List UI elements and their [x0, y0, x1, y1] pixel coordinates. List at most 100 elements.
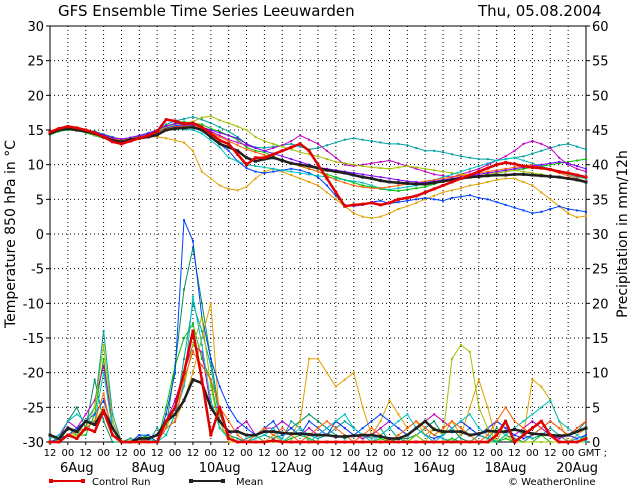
temperature-member-point-2-30 [317, 147, 319, 150]
precipitation-member-point-18-16 [191, 239, 194, 242]
temperature-member-point-6-22 [245, 167, 248, 170]
precipitation-control-point-12-1 [57, 440, 61, 444]
temperature-mean-point-0-8 [119, 140, 123, 144]
temperature-mean-point-0-18 [209, 135, 213, 139]
precipitation-mean-point-11-19 [218, 419, 222, 423]
temperature-control-point-1-25 [271, 152, 275, 156]
precipitation-member-point-17-22 [245, 420, 248, 423]
precipitation-member-point-14-7 [111, 413, 114, 416]
temperature-member-point-5-30 [317, 142, 319, 145]
precipitation-member-point-15-4 [84, 434, 87, 437]
precipitation-mean-point-11-12 [155, 433, 159, 437]
precipitation-member-point-20-25 [272, 427, 275, 430]
precipitation-control-point-12-20 [227, 437, 231, 441]
precipitation-control-point-12-48 [477, 440, 481, 444]
temperature-member-point-7-22 [245, 129, 248, 131]
precipitation-control-point-12-11 [146, 440, 150, 444]
precipitation-control-point-12-28 [298, 440, 302, 444]
left-tick-label-12: 30 [27, 20, 44, 35]
temperature-member-point-4-37 [379, 215, 382, 218]
precipitation-member-point-19-46 [459, 343, 462, 346]
temperature-control-point-1-9 [128, 139, 132, 143]
temperature-member-point-8-59 [576, 176, 579, 179]
x-date-label-4: 14Aug [342, 461, 384, 476]
precipitation-member-point-18-21 [236, 420, 239, 423]
temperature-member-point-7-32 [334, 160, 337, 163]
precipitation-member-point-16-28 [299, 420, 302, 423]
temperature-control-point-1-59 [575, 173, 579, 177]
x-hour-label-5: 00 [133, 448, 146, 459]
temperature-member-point-6-56 [549, 208, 552, 211]
temperature-member-point-7-52 [513, 169, 516, 172]
temperature-member-point-7-53 [522, 170, 525, 173]
precipitation-mean-point-11-42 [423, 419, 427, 423]
temperature-member-point-2-55 [540, 149, 543, 152]
precipitation-member-point-18-43 [433, 437, 436, 440]
precipitation-member-point-13-9 [129, 437, 132, 440]
precipitation-member-point-21-6 [102, 392, 105, 395]
precipitation-mean-point-11-31 [325, 433, 329, 437]
temperature-member-point-10-59 [576, 165, 579, 168]
precipitation-mean-point-11-24 [262, 430, 266, 434]
temperature-member-point-3-34 [352, 181, 355, 184]
precipitation-member-point-13-5 [93, 378, 96, 381]
left-axis-ticks: -30 -25 -20 -15 -10 -5 0 5 10 15 20 25 30 [23, 20, 50, 451]
temperature-member-point-3-15 [183, 120, 185, 123]
precipitation-control-point-12-53 [521, 433, 525, 437]
precipitation-member-point-18-20 [227, 406, 230, 409]
precipitation-member-point-13-29 [308, 413, 311, 416]
precipitation-member-point-19-3 [75, 434, 78, 437]
precipitation-mean-point-11-54 [530, 432, 534, 436]
precipitation-member-point-13-43 [433, 420, 436, 423]
left-tick-label-6: 0 [36, 228, 44, 243]
temperature-member-point-3-21 [236, 138, 239, 141]
precipitation-member-point-21-60 [585, 420, 587, 423]
temperature-member-point-6-23 [254, 170, 257, 173]
temperature-control-point-1-32 [334, 190, 338, 194]
precipitation-member-point-21-5 [93, 420, 96, 423]
precipitation-member-point-18-6 [102, 399, 105, 402]
temperature-member-point-7-29 [308, 153, 311, 156]
precipitation-control-point-12-8 [119, 440, 123, 444]
temperature-member-point-4-30 [317, 184, 319, 187]
precipitation-member-point-21-40 [406, 427, 409, 430]
temperature-member-point-10-10 [138, 134, 141, 137]
precipitation-control-point-12-56 [548, 433, 552, 437]
temperature-member-point-10-38 [388, 177, 391, 180]
precipitation-member-point-13-25 [272, 437, 275, 440]
temperature-mean-point-0-38 [387, 180, 391, 184]
precipitation-control-point-12-37 [379, 440, 383, 444]
precipitation-mean-point-11-39 [396, 437, 400, 441]
precipitation-mean-point-11-15 [182, 398, 186, 402]
temperature-member-point-5-25 [272, 147, 275, 150]
precipitation-member-point-17-4 [84, 413, 87, 416]
temperature-member-point-4-50 [495, 178, 498, 181]
temperature-member-point-4-27 [290, 174, 293, 177]
precipitation-control-point-12-2 [66, 433, 70, 437]
precipitation-member-point-18-11 [147, 434, 150, 437]
temperature-member-point-3-18 [209, 127, 212, 130]
precipitation-member-point-20-15 [183, 385, 185, 388]
temperature-control-point-1-6 [102, 135, 106, 139]
temperature-member-point-2-42 [424, 149, 427, 152]
precipitation-member-point-19-53 [522, 441, 525, 443]
temperature-member-point-6-25 [272, 170, 275, 173]
temperature-member-point-10-18 [209, 129, 212, 131]
x-hour-label-6: 12 [151, 448, 164, 459]
temperature-control-point-1-15 [182, 122, 186, 126]
temperature-member-point-6-32 [334, 194, 337, 197]
temperature-member-point-2-60 [585, 148, 587, 151]
temperature-member-point-8-18 [209, 139, 212, 142]
temperature-member-point-4-51 [504, 177, 507, 180]
precipitation-member-point-20-34 [352, 427, 355, 430]
temperature-mean-point-0-32 [334, 170, 338, 174]
precipitation-mean-point-11-28 [298, 432, 302, 436]
temperature-member-point-10-56 [549, 162, 552, 165]
precipitation-member-point-18-52 [513, 434, 516, 437]
precipitation-member-point-20-13 [165, 434, 168, 437]
temperature-member-point-9-22 [245, 148, 248, 151]
precipitation-mean-point-11-27 [289, 432, 293, 436]
temperature-member-point-2-59 [576, 145, 579, 148]
temperature-member-point-3-36 [370, 185, 373, 188]
precipitation-member-point-20-56 [549, 399, 552, 402]
